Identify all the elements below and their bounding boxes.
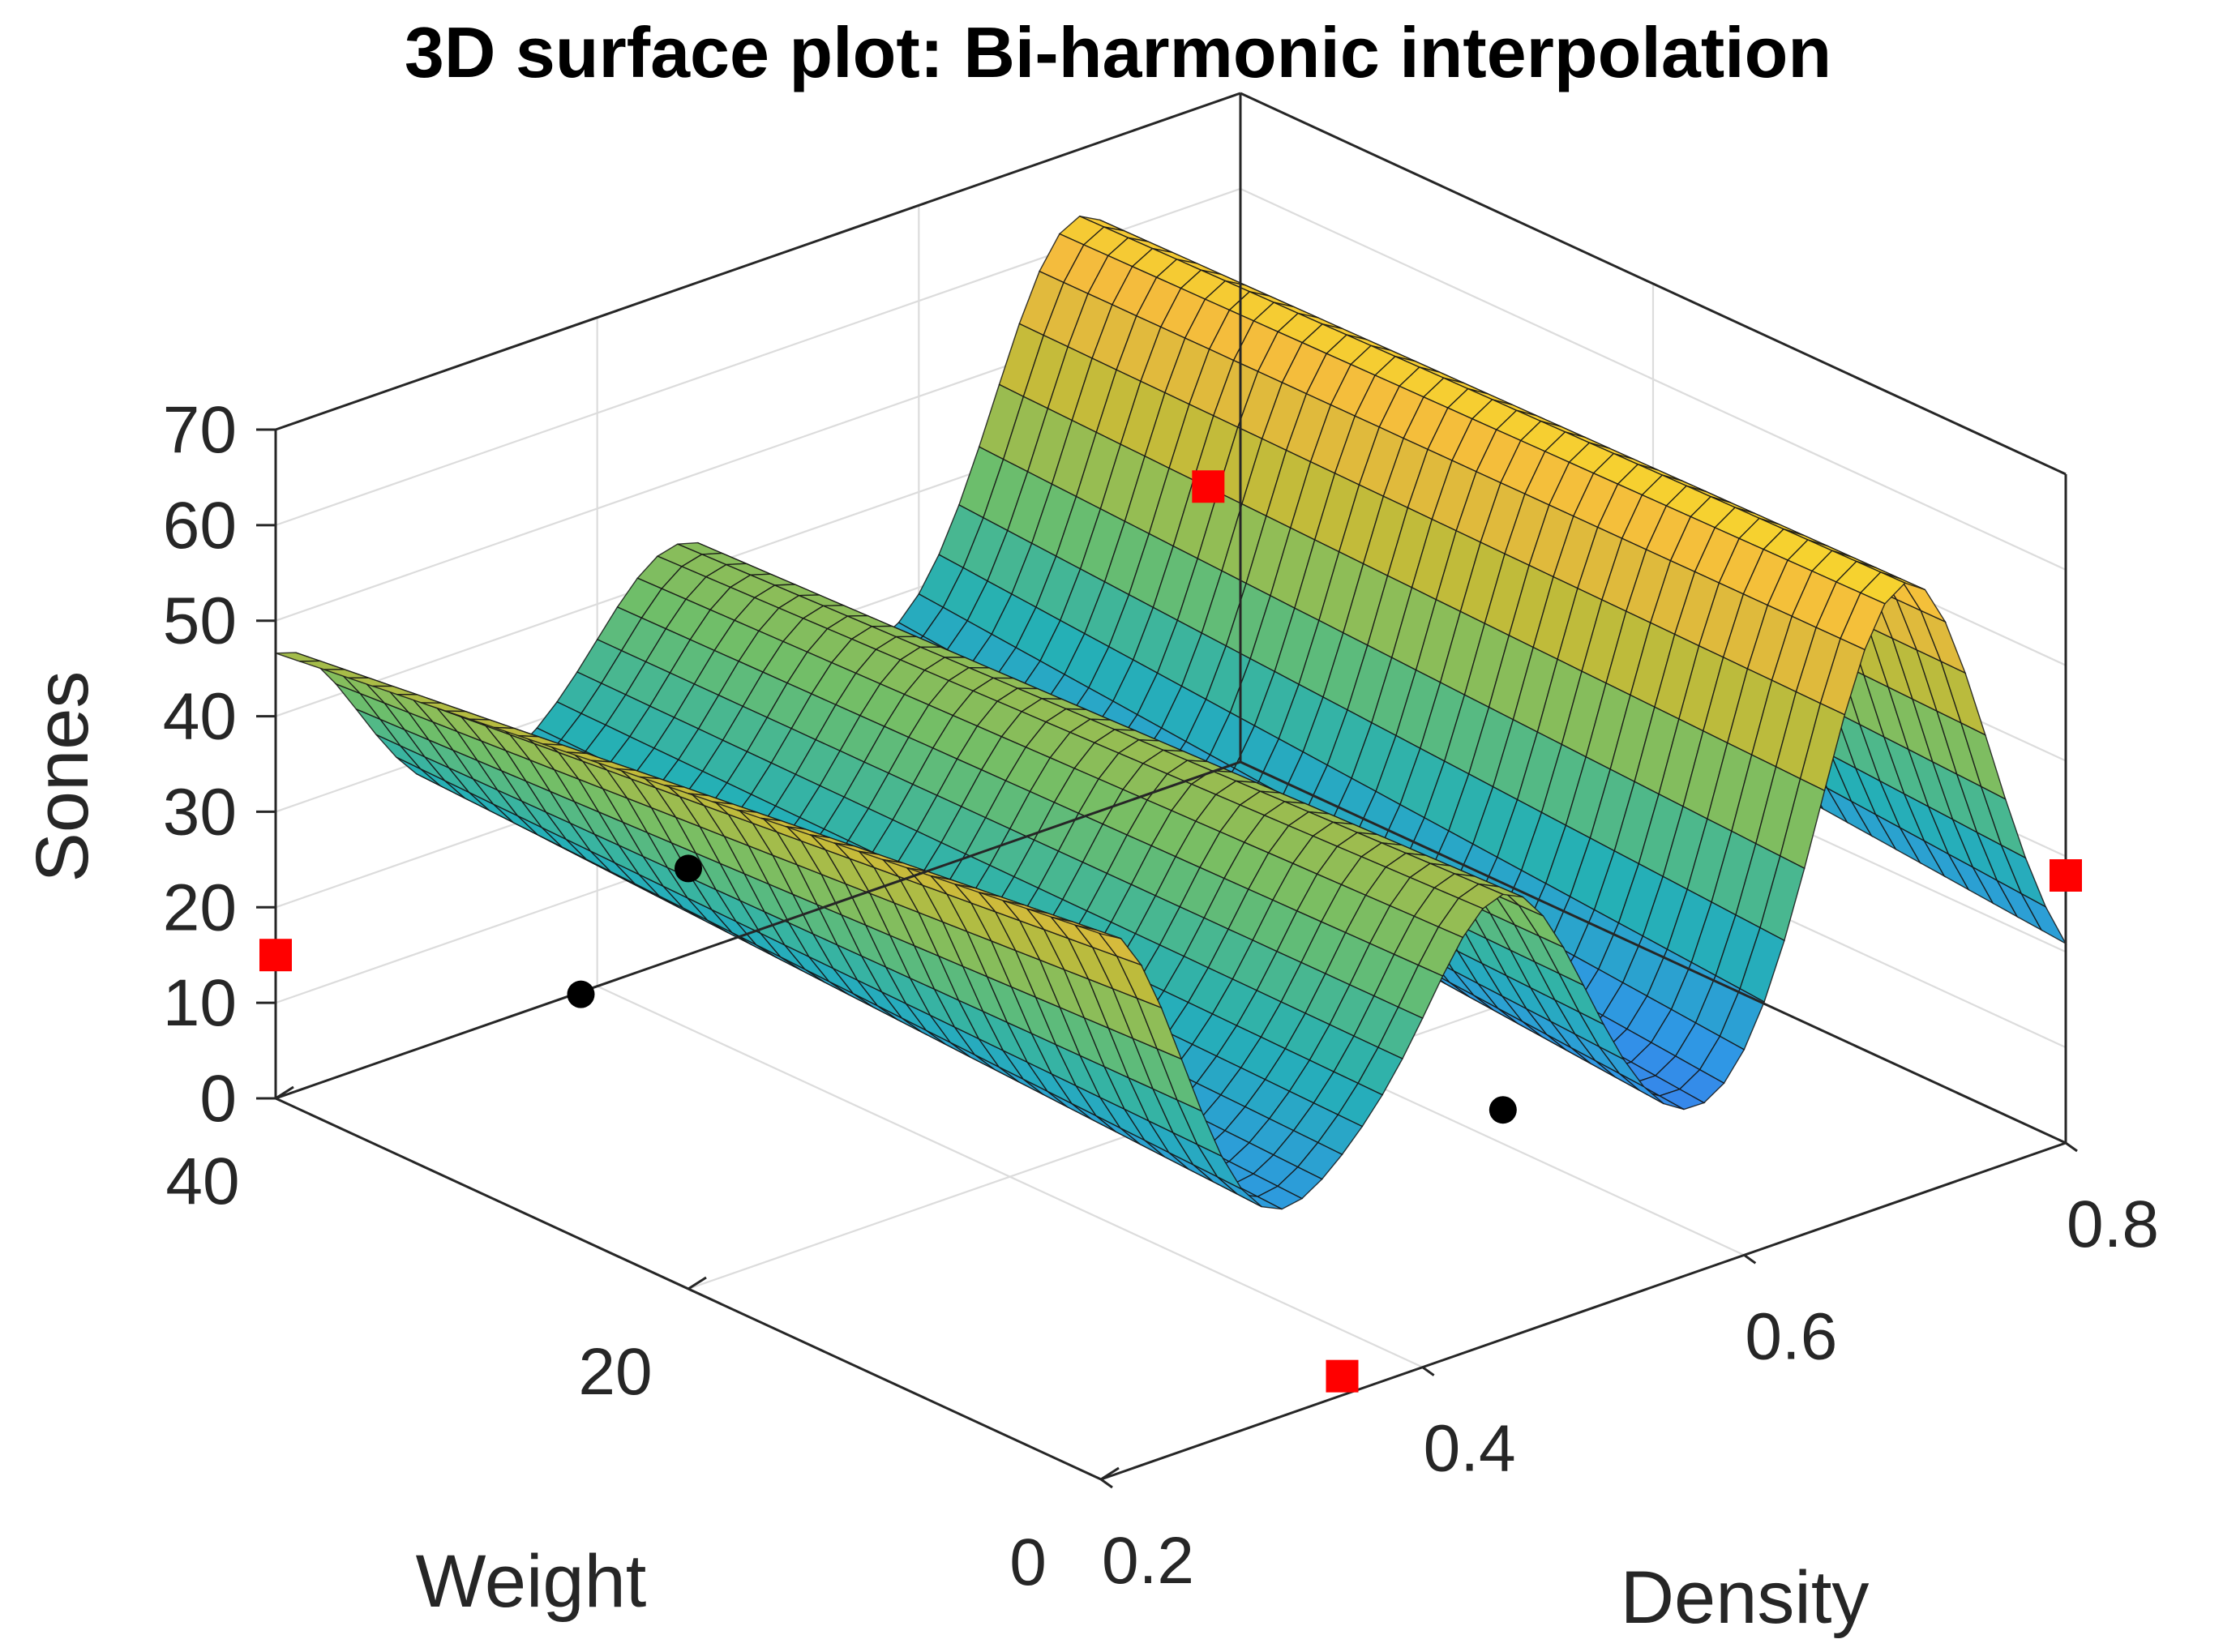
marker-layer bbox=[259, 470, 2082, 1393]
axis-box-edge bbox=[275, 760, 1241, 1100]
z-tick-label: 70 bbox=[163, 393, 237, 467]
x-tick-label: 0.2 bbox=[1102, 1524, 1194, 1598]
z-tick-label: 10 bbox=[163, 966, 237, 1040]
x-tick-mark bbox=[1743, 1254, 1757, 1265]
y-tick-label: 0 bbox=[1009, 1526, 1047, 1599]
surface-cell bbox=[299, 660, 345, 670]
chart-title: 3D surface plot: Bi-harmonic interpolati… bbox=[405, 12, 1831, 92]
red-square-marker bbox=[259, 939, 292, 972]
axis-box-edge bbox=[1240, 92, 2067, 476]
y-tick-label: 40 bbox=[165, 1145, 239, 1218]
x-tick-mark bbox=[2065, 1141, 2078, 1153]
z-tick-label: 0 bbox=[199, 1062, 237, 1136]
y-axis-label: Weight bbox=[416, 1540, 647, 1623]
z-tick-label: 50 bbox=[163, 584, 237, 658]
black-circle-marker bbox=[567, 980, 595, 1008]
surface-cell bbox=[1076, 925, 1122, 939]
x-tick-mark bbox=[1100, 1478, 1113, 1489]
z-tick-label: 40 bbox=[163, 680, 237, 754]
axis-box-edge bbox=[1240, 760, 2067, 1145]
surface-cell bbox=[275, 652, 320, 662]
x-tick-mark bbox=[1421, 1366, 1435, 1376]
y-tick-mark bbox=[688, 1276, 707, 1290]
x-axis-line bbox=[1100, 1141, 2067, 1481]
y-tick-mark bbox=[1100, 1466, 1120, 1481]
x-tick-label: 0.4 bbox=[1424, 1412, 1516, 1486]
red-square-marker bbox=[1192, 470, 1225, 503]
y-tick-label: 20 bbox=[578, 1335, 652, 1409]
z-tick-label: 60 bbox=[163, 489, 237, 563]
y-tick-mark bbox=[275, 1085, 294, 1100]
red-square-marker bbox=[2050, 859, 2082, 892]
black-circle-marker bbox=[1489, 1096, 1517, 1124]
x-tick-label: 0.8 bbox=[2067, 1188, 2159, 1261]
red-square-marker bbox=[1326, 1359, 1359, 1393]
z-axis-label: Sones bbox=[21, 671, 104, 883]
x-tick-label: 0.6 bbox=[1745, 1299, 1837, 1373]
surface-layer bbox=[275, 215, 2067, 1210]
z-tick-label: 30 bbox=[163, 775, 237, 849]
black-circle-marker bbox=[675, 854, 702, 883]
z-tick-label: 20 bbox=[163, 871, 237, 944]
tick-layer: 0.2 0.4 0.6 0.8 0 20 40 0 10 20 30 40 50 60 70 bbox=[163, 393, 2159, 1599]
x-axis-label: Density bbox=[1621, 1556, 1870, 1639]
axis-box-edge bbox=[275, 92, 1241, 431]
